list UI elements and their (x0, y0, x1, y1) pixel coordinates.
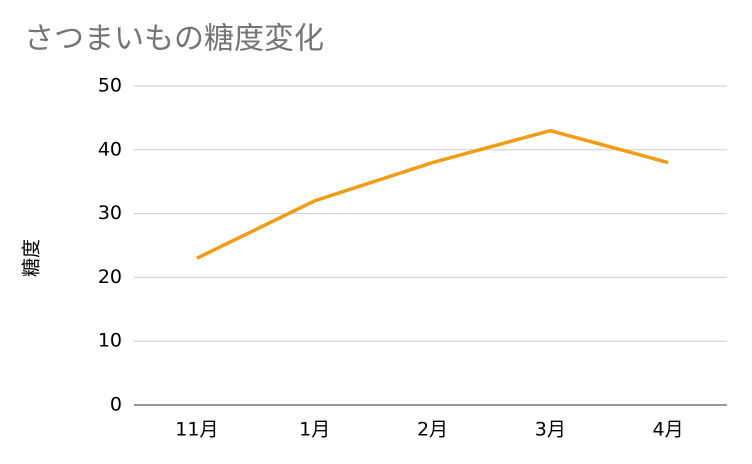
x-tick-label: 4月 (653, 419, 684, 441)
x-tick-label: 11月 (175, 419, 218, 441)
x-tick-label: 2月 (417, 419, 448, 441)
y-tick-label: 40 (98, 138, 122, 160)
y-tick-label: 10 (98, 330, 122, 352)
y-axis-label: 糖度 (21, 239, 43, 277)
x-tick-label: 3月 (535, 419, 566, 441)
line (196, 128, 669, 260)
y-tick-label: 0 (110, 394, 122, 416)
y-tick-label: 50 (98, 75, 122, 97)
y-tick-label: 20 (98, 266, 122, 288)
x-tick-label: 1月 (299, 419, 330, 441)
chart-title: さつまいもの糖度変化 (24, 22, 324, 57)
y-tick-label: 30 (98, 202, 122, 224)
